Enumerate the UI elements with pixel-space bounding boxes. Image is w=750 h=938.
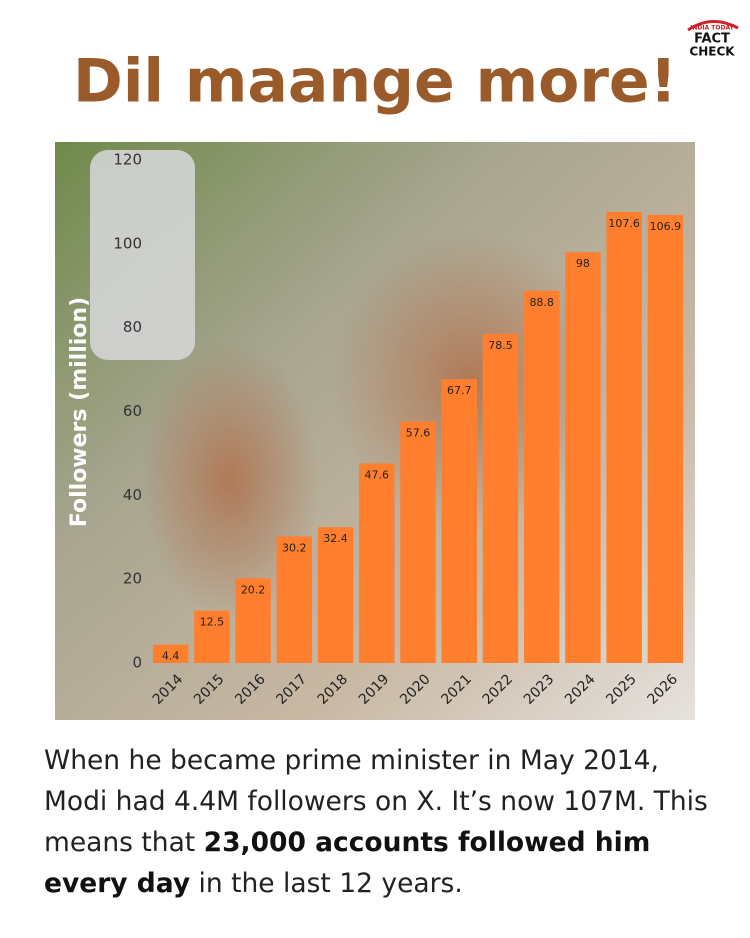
y-tick-label: 0 <box>132 654 142 672</box>
value-label: 57.6 <box>406 427 431 440</box>
value-label: 88.8 <box>529 296 554 309</box>
value-label: 106.9 <box>650 220 682 233</box>
y-tick-label: 120 <box>113 151 142 169</box>
bar <box>523 290 560 663</box>
value-label: 20.2 <box>241 583 266 596</box>
logo: INDIA TODAY FACT CHECK <box>687 20 739 59</box>
y-tick-label: 40 <box>123 486 142 504</box>
bar <box>565 252 601 663</box>
value-label: 12.5 <box>200 616 225 629</box>
value-label: 47.6 <box>365 468 390 481</box>
y-tick-label: 20 <box>123 570 142 588</box>
value-label: 78.5 <box>488 339 513 352</box>
bar <box>317 527 354 663</box>
caption-segment: in the last 12 years. <box>190 868 463 899</box>
bar <box>235 578 271 663</box>
caption-segment: 23,000 accounts followed him every day <box>44 827 651 899</box>
value-label: 67.7 <box>447 384 472 397</box>
value-label: 32.4 <box>323 532 348 545</box>
caption-segment: When he became prime minister in May 201… <box>44 745 708 858</box>
logo-line1: FACT <box>694 32 730 47</box>
bar <box>359 463 395 663</box>
y-tick-label: 80 <box>123 318 142 336</box>
y-tick-label: 60 <box>123 402 142 420</box>
y-tick-label: 100 <box>113 234 142 252</box>
photo-phone <box>90 150 195 360</box>
y-axis-label: Followers (million) <box>67 297 92 527</box>
logo-arc <box>687 20 739 32</box>
value-label: 107.6 <box>608 217 640 230</box>
bar <box>606 211 642 663</box>
bar <box>400 421 436 663</box>
value-label: 30.2 <box>282 541 307 554</box>
bar <box>276 536 313 663</box>
logo-top: INDIA TODAY <box>690 25 734 32</box>
bar <box>194 610 230 663</box>
caption: When he became prime minister in May 201… <box>44 740 714 904</box>
bar <box>482 333 519 663</box>
logo-line2: CHECK <box>689 45 735 59</box>
bar <box>441 379 477 663</box>
bar <box>647 214 684 663</box>
bar <box>152 644 189 663</box>
value-label: 98 <box>576 257 590 270</box>
photo-hand <box>140 340 320 620</box>
value-label: 4.4 <box>162 650 180 663</box>
chart-title: Dil maange more! <box>73 47 677 117</box>
